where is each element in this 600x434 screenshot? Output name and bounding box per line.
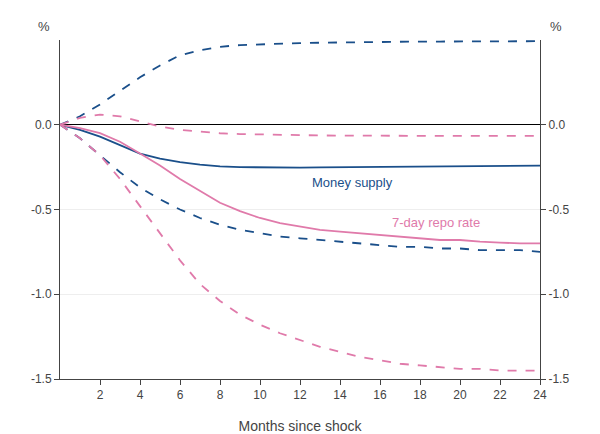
svg-text:2: 2 — [97, 388, 104, 402]
svg-text:0.0: 0.0 — [548, 118, 565, 132]
svg-text:22: 22 — [493, 388, 507, 402]
svg-text:20: 20 — [453, 388, 467, 402]
svg-text:-1.5: -1.5 — [31, 372, 52, 386]
svg-text:7-day repo rate: 7-day repo rate — [392, 215, 480, 230]
svg-text:%: % — [550, 19, 562, 34]
svg-text:4: 4 — [137, 388, 144, 402]
svg-text:6: 6 — [177, 388, 184, 402]
svg-text:0.0: 0.0 — [35, 118, 52, 132]
svg-text:Money supply: Money supply — [312, 175, 393, 190]
svg-text:14: 14 — [333, 388, 347, 402]
svg-text:24: 24 — [533, 388, 547, 402]
svg-text:-1.5: -1.5 — [548, 372, 569, 386]
svg-text:-0.5: -0.5 — [548, 203, 569, 217]
svg-text:-1.0: -1.0 — [31, 287, 52, 301]
svg-text:12: 12 — [293, 388, 307, 402]
svg-text:18: 18 — [413, 388, 427, 402]
svg-text:-0.5: -0.5 — [31, 203, 52, 217]
svg-text:8: 8 — [217, 388, 224, 402]
svg-text:-1.0: -1.0 — [548, 287, 569, 301]
svg-text:%: % — [38, 19, 50, 34]
svg-text:Months since shock: Months since shock — [239, 418, 363, 434]
svg-text:10: 10 — [253, 388, 267, 402]
svg-text:16: 16 — [373, 388, 387, 402]
